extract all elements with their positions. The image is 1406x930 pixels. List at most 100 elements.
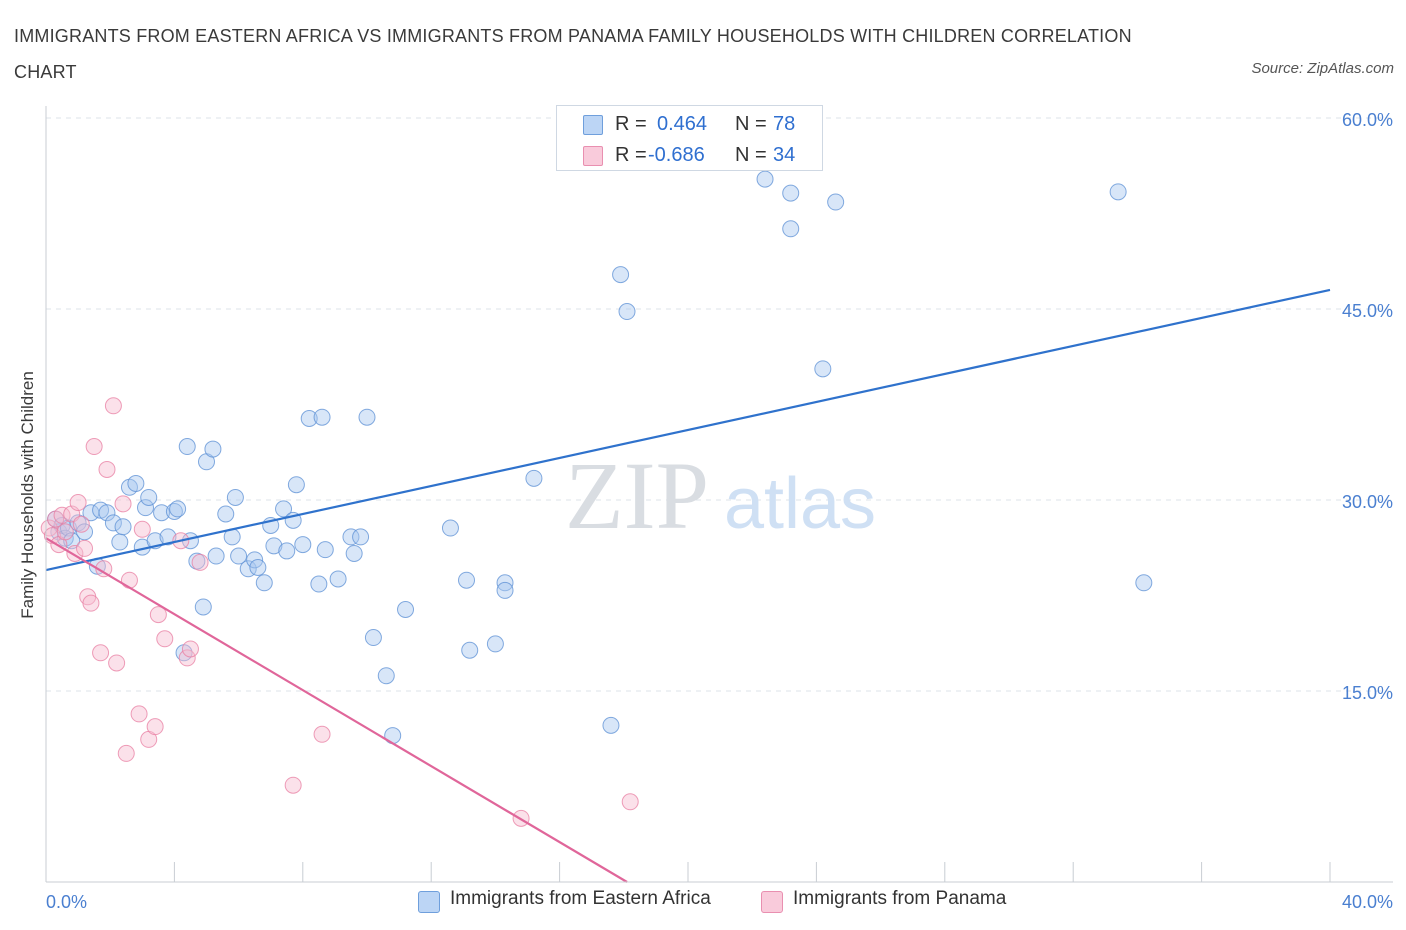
- data-point-eastern-africa: [618, 303, 636, 321]
- data-point-panama: [130, 705, 148, 723]
- data-point-eastern-africa: [153, 504, 171, 522]
- data-point-panama: [313, 725, 331, 743]
- data-point-panama: [92, 644, 110, 662]
- x-tick-label-min: 0.0%: [46, 892, 87, 912]
- data-point-eastern-africa: [114, 518, 132, 536]
- data-point-eastern-africa: [342, 528, 360, 546]
- legend-label-panama: Immigrants from Panama: [793, 888, 1007, 909]
- data-point-panama: [178, 649, 196, 667]
- data-point-panama: [284, 776, 302, 794]
- correlation-legend: R = 0.464 N = 78 R = -0.686 N = 34: [556, 105, 823, 171]
- data-point-eastern-africa: [140, 488, 158, 506]
- data-point-eastern-africa: [278, 542, 296, 560]
- chart-title: IMMIGRANTS FROM EASTERN AFRICA VS IMMIGR…: [14, 26, 1132, 82]
- data-point-eastern-africa: [300, 410, 318, 428]
- data-point-eastern-africa: [756, 170, 774, 188]
- data-point-eastern-africa: [782, 220, 800, 238]
- data-point-eastern-africa: [98, 504, 116, 522]
- data-point-eastern-africa: [313, 408, 331, 426]
- data-point-eastern-africa: [111, 533, 129, 551]
- data-point-eastern-africa: [249, 558, 267, 576]
- data-point-eastern-africa: [294, 536, 312, 554]
- axes: 0.0% 40.0% 15.0% 30.0% 45.0% 60.0%: [45, 106, 1393, 912]
- watermark-zip: ZIP: [565, 442, 709, 549]
- data-point-eastern-africa: [165, 502, 183, 520]
- watermark: ZIP atlas: [565, 442, 876, 549]
- data-point-panama: [108, 654, 126, 672]
- data-point-eastern-africa: [316, 541, 334, 559]
- data-point-eastern-africa: [441, 519, 459, 537]
- data-point-panama: [117, 744, 135, 762]
- x-tick-label-max: 40.0%: [1342, 892, 1393, 912]
- watermark-atlas: atlas: [724, 464, 876, 544]
- data-point-eastern-africa: [612, 266, 630, 284]
- data-point-eastern-africa: [287, 476, 305, 494]
- data-point-panama: [191, 553, 209, 571]
- data-point-eastern-africa: [329, 570, 347, 588]
- series-legend: Immigrants from Eastern Africa Immigrant…: [0, 888, 1406, 918]
- data-point-eastern-africa: [358, 408, 376, 426]
- legend-label-eastern-africa: Immigrants from Eastern Africa: [450, 888, 711, 909]
- data-point-panama: [82, 594, 100, 612]
- legend-r-label: R =: [615, 113, 647, 135]
- y-tick-label: 30.0%: [1342, 492, 1393, 512]
- chart-source: Source: ZipAtlas.com: [1251, 60, 1394, 77]
- data-point-panama: [104, 397, 122, 415]
- data-point-eastern-africa: [275, 500, 293, 518]
- data-point-panama: [72, 515, 90, 533]
- data-point-panama: [85, 438, 103, 456]
- data-point-eastern-africa: [827, 193, 845, 211]
- legend-n-value-panama: 34: [773, 144, 796, 166]
- data-point-eastern-africa: [1135, 574, 1153, 592]
- series-eastern-africa-points: [47, 170, 1153, 745]
- data-point-eastern-africa: [814, 360, 832, 378]
- data-point-panama: [56, 523, 74, 541]
- data-point-eastern-africa: [525, 469, 543, 487]
- data-point-eastern-africa: [226, 488, 244, 506]
- legend-r-label: R =: [615, 144, 647, 166]
- data-point-eastern-africa: [486, 635, 504, 653]
- data-point-eastern-africa: [169, 500, 187, 518]
- data-point-eastern-africa: [602, 716, 620, 734]
- data-point-eastern-africa: [159, 528, 177, 546]
- legend-swatch-eastern-africa: [418, 891, 440, 913]
- data-point-eastern-africa: [207, 547, 225, 565]
- data-point-eastern-africa: [782, 184, 800, 202]
- data-point-eastern-africa: [137, 499, 155, 517]
- data-point-eastern-africa: [352, 528, 370, 546]
- legend-row-panama: R = -0.686 N = 34: [557, 139, 822, 171]
- data-point-eastern-africa: [397, 601, 415, 619]
- data-point-panama: [98, 460, 116, 478]
- legend-swatch-eastern-africa: [583, 115, 603, 135]
- data-point-panama: [120, 571, 138, 589]
- data-point-panama: [149, 606, 167, 624]
- legend-row-eastern-africa: R = 0.464 N = 78: [557, 108, 822, 140]
- data-point-eastern-africa: [255, 574, 273, 592]
- legend-swatch-panama: [761, 891, 783, 913]
- data-point-eastern-africa: [377, 667, 395, 685]
- data-point-eastern-africa: [104, 514, 122, 532]
- data-point-panama: [114, 495, 132, 513]
- data-point-eastern-africa: [461, 641, 479, 659]
- data-point-panama: [133, 520, 151, 538]
- data-point-eastern-africa: [265, 537, 283, 555]
- data-point-eastern-africa: [230, 547, 248, 565]
- y-tick-label: 45.0%: [1342, 301, 1393, 321]
- trend-line-panama: [45, 537, 628, 883]
- legend-swatch-panama: [583, 146, 603, 166]
- data-point-panama: [621, 793, 639, 811]
- data-point-panama: [76, 539, 94, 557]
- data-point-eastern-africa: [63, 532, 81, 550]
- data-point-panama: [181, 640, 199, 658]
- data-point-eastern-africa: [217, 505, 235, 523]
- legend-n-label: N =: [735, 144, 767, 166]
- data-point-eastern-africa: [364, 629, 382, 647]
- legend-r-value-panama: -0.686: [648, 144, 705, 166]
- data-point-eastern-africa: [178, 438, 196, 456]
- trend-lines: [45, 288, 1331, 883]
- data-point-eastern-africa: [204, 440, 222, 458]
- legend-n-value-eastern-africa: 78: [773, 113, 796, 135]
- data-point-eastern-africa: [345, 544, 363, 562]
- y-tick-label: 60.0%: [1342, 110, 1393, 130]
- data-point-eastern-africa: [496, 581, 514, 599]
